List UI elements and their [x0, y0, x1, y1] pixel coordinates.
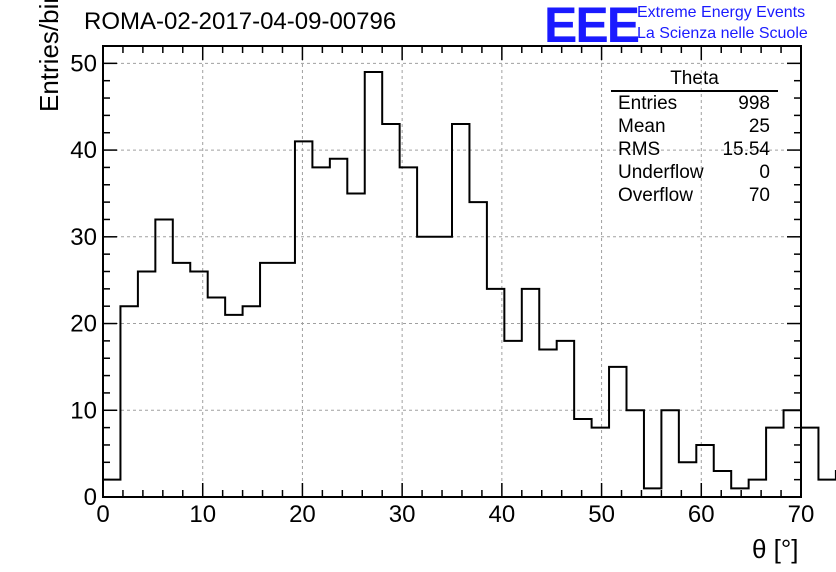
eee-logo: EEE: [544, 0, 640, 53]
logo-caption: Extreme Energy Events La Scienza nelle S…: [637, 2, 808, 44]
x-tick-label: 50: [588, 501, 615, 528]
chart-title: ROMA-02-2017-04-09-00796: [84, 8, 397, 35]
axis-ticks: [102, 45, 802, 498]
y-tick-label: 40: [70, 137, 97, 164]
stats-box-title: Theta: [611, 68, 778, 92]
stats-row-entries: Entries 998: [611, 92, 778, 115]
stats-label: Entries: [618, 93, 678, 114]
stats-label: Overflow: [618, 185, 693, 206]
x-tick-label: 10: [189, 501, 216, 528]
stats-row-overflow: Overflow 70: [611, 184, 778, 207]
x-tick-label: 20: [289, 501, 316, 528]
x-tick-label: 40: [489, 501, 516, 528]
logo-caption-line2: La Scienza nelle Scuole: [637, 25, 808, 42]
y-tick-label: 0: [84, 484, 97, 511]
x-tick-label: 30: [389, 501, 416, 528]
y-tick-label: 10: [70, 397, 97, 424]
stats-value: 25: [748, 116, 770, 137]
x-tick-label: 70: [788, 501, 815, 528]
logo-caption-line1: Extreme Energy Events: [637, 4, 806, 21]
stats-label: RMS: [618, 139, 661, 160]
stats-label: Mean: [618, 116, 666, 137]
y-tick-label: 50: [70, 50, 97, 77]
stats-row-rms: RMS 15.54: [611, 138, 778, 161]
stats-box: Theta Entries 998 Mean 25 RMS 15.54 Unde…: [611, 68, 778, 207]
x-tick-label: 0: [96, 501, 109, 528]
stats-value: 0: [759, 162, 770, 183]
y-axis-label: Entries/bin: [34, 0, 64, 112]
stats-label: Underflow: [618, 162, 704, 183]
x-axis-label: θ [°]: [752, 534, 799, 564]
stats-row-mean: Mean 25: [611, 115, 778, 138]
stats-row-underflow: Underflow 0: [611, 161, 778, 184]
y-tick-label: 20: [70, 311, 97, 338]
x-tick-label: 60: [688, 501, 715, 528]
stats-value: 15.54: [722, 139, 770, 160]
stats-value: 70: [748, 185, 770, 206]
histogram-step-line: [102, 71, 836, 497]
y-tick-label: 30: [70, 224, 97, 251]
stats-value: 998: [738, 93, 770, 114]
